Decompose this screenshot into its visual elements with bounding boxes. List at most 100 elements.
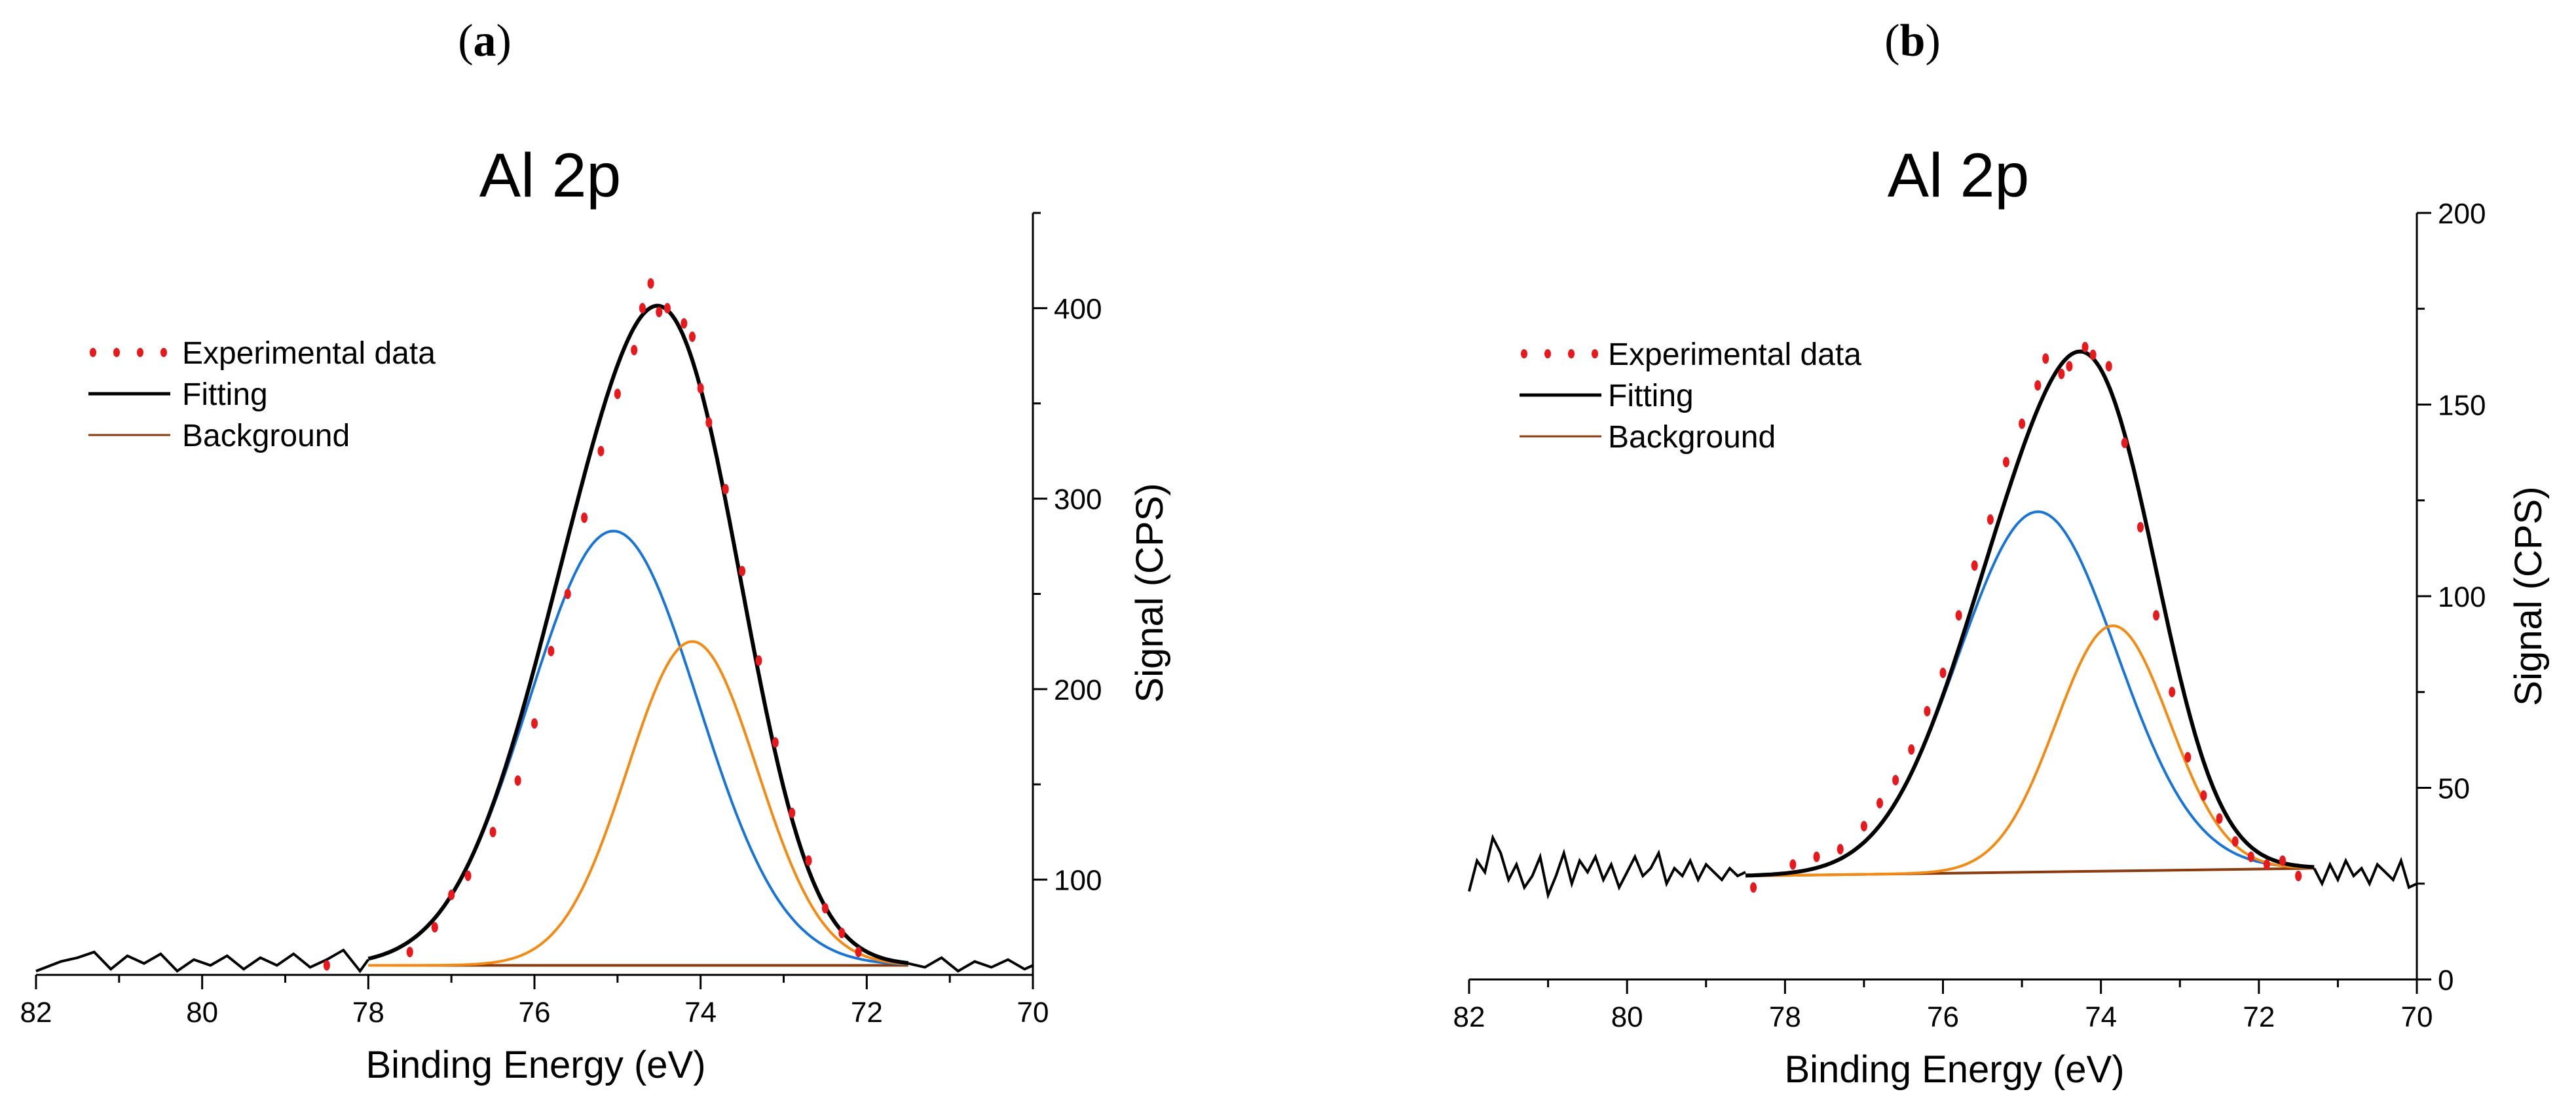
p1-y-tick-label-200: 200 [2438,198,2486,230]
p1-experimental-point [2002,457,2009,468]
p0-y-tick-label-200: 200 [1054,674,1102,706]
p1-experimental-point [2279,855,2287,866]
p0-component-orange [368,640,908,967]
legend-a-fitting-label: Fitting [182,377,268,412]
legend-b-fitting-label: Fitting [1608,379,1694,413]
p0-experimental-point [656,307,663,318]
panel-a-x-axis-title: Binding Energy (eV) [365,1044,705,1086]
legend-a-background-label: Background [182,419,350,453]
p0-experimental-point [631,345,638,356]
p0-legend-experimental-marker [90,348,96,357]
p0-experimental-point [681,318,688,329]
p1-experimental-point [2216,813,2223,824]
p0-y-tick-label-300: 300 [1054,484,1102,516]
p0-experimental-point [755,655,762,666]
p0-experimental-point [448,889,455,900]
p0-experimental-point [531,718,538,729]
p1-x-tick-label-80: 80 [1611,1001,1643,1033]
p1-experimental-point [1987,514,1994,525]
p0-experimental-point [739,565,746,577]
p0-experimental-point [489,826,496,837]
p1-y-tick-label-50: 50 [2438,773,2470,805]
p1-experimental-point [2263,859,2270,870]
p1-experimental-point [1789,859,1797,870]
panel-a-label: (a) [458,16,512,66]
p0-experimental-point [431,922,438,933]
p0-experimental-point [464,870,472,881]
p0-experimental-point [705,417,713,428]
p0-experimental-point [564,588,571,599]
panel-b-y-axis-title: Signal (CPS) [2507,486,2550,706]
p0-experimental-point [639,303,646,314]
p1-experimental-point [2105,361,2112,371]
p1-experimental-point [2058,368,2065,379]
p0-experimental-point [548,645,555,656]
p0-experimental-point [614,389,621,400]
p1-experimental-point [2066,361,2073,371]
p0-experimental-point [688,331,696,342]
p1-experimental-point [1750,882,1757,893]
p1-experimental-point [1837,844,1844,855]
plot-a: 82 80 78 76 74 72 70 100 200 300 400 [20,212,1102,1029]
panel-a-legend: Experimental data Fitting Background [88,336,436,453]
p0-raw-tail-0 [35,948,369,974]
p0-experimental-point [789,807,796,818]
p0-experimental-point [597,446,605,457]
p0-experimental-point [406,947,413,958]
p0-x-tick-label-74: 74 [684,996,717,1029]
p0-experimental-point [838,928,846,939]
p1-experimental-point [2169,687,2176,698]
p1-experimental-point [1955,610,1962,621]
p1-experimental-point [2153,610,2160,621]
p1-experimental-point [2019,418,2026,429]
p0-x-tick-label-72: 72 [851,996,883,1029]
p0-x-tick-label-70: 70 [1017,996,1049,1029]
p1-x-tick-label-74: 74 [2085,1001,2117,1033]
p0-experimental-point [697,383,704,394]
p1-legend-experimental-marker [1521,349,1527,358]
p1-y-tick-label-100: 100 [2438,581,2486,613]
panel-b: (b) Al 2p 82 80 78 76 74 72 700 50 100 150 200 Bin… [1453,16,2550,1091]
p1-experimental-point [2295,871,2302,882]
p1-y-tick-label-0: 0 [2438,964,2454,996]
p1-x-tick-label-78: 78 [1769,1001,1801,1033]
panel-a: (a) Al 2p 82 80 78 76 74 72 70 100 200 300 400 Bin… [20,16,1171,1086]
legend-b-background-label: Background [1608,420,1776,455]
p1-experimental-point [1876,797,1884,808]
p1-experimental-point [1908,744,1915,755]
p1-experimental-point [1971,560,1978,571]
p1-experimental-point [1924,706,1931,717]
p1-experimental-point [2247,851,2254,862]
p1-experimental-point [1860,821,1867,831]
panel-a-y-axis-title: Signal (CPS) [1129,483,1171,702]
p0-x-tick-label-80: 80 [186,996,218,1029]
p0-experimental-point [855,947,862,958]
p1-experimental-point [2137,522,2144,533]
legend-a-experimental-label: Experimental data [182,336,436,371]
plot-b: 82 80 78 76 74 72 700 50 100 150 200 [1453,198,2486,1033]
p1-fitting-line [1745,349,2315,878]
p1-experimental-point [2042,353,2049,364]
p0-legend-experimental-marker [137,348,143,357]
p0-x-tick-label-82: 82 [20,996,52,1029]
p0-experimental-point [663,303,671,314]
p1-experimental-point [2121,438,2128,448]
p1-experimental-point [1813,851,1820,862]
p1-experimental-point [1939,668,1947,678]
p1-experimental-point [2231,836,2239,847]
p1-x-tick-label-82: 82 [1453,1001,1485,1033]
p1-raw-tail-1 [2313,856,2417,890]
p0-legend-experimental-marker [160,348,167,357]
p1-legend-experimental-marker [1568,349,1575,358]
p1-raw-tail-0 [1468,833,1746,900]
p0-experimental-point [581,512,588,523]
p1-x-tick-label-76: 76 [1927,1001,1959,1033]
panel-b-title: Al 2p [1888,141,2030,210]
p0-experimental-point [722,484,729,495]
p0-legend-experimental-marker [113,348,120,357]
panel-b-label: (b) [1884,16,1941,66]
p0-x-tick-label-76: 76 [519,996,551,1029]
p0-raw-tail-1 [908,956,1034,973]
panel-a-title: Al 2p [479,141,622,210]
p1-experimental-point [2081,341,2089,352]
